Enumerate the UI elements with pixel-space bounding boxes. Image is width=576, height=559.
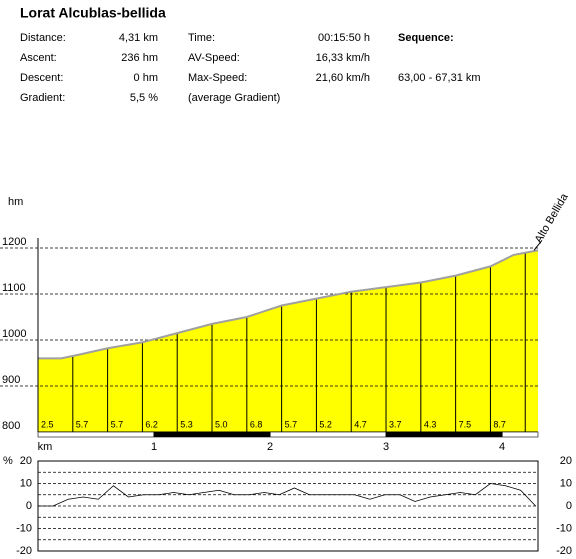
info-text: 5,5 % [130, 92, 158, 104]
title: Lorat Alcublas-bellida [20, 5, 166, 21]
info-text: (average Gradient) [188, 92, 280, 104]
peak-label: Alto Bellida [533, 191, 571, 245]
y-tick-label: 1200 [2, 236, 26, 248]
km-bar-black [386, 432, 503, 437]
segment-label: 5.7 [76, 419, 89, 429]
y-tick-label-right: 0 [566, 500, 572, 512]
info-text: Ascent: [20, 52, 57, 64]
peak-marker [533, 239, 543, 251]
y-tick-label-right: -20 [556, 545, 572, 557]
segment-label: 8.7 [493, 419, 506, 429]
segment-label: 7.5 [459, 419, 472, 429]
x-tick-label: 3 [383, 441, 389, 453]
x-tick-label: 2 [267, 441, 273, 453]
y-tick-label: 1100 [2, 282, 26, 294]
segment-label: 5.7 [285, 419, 298, 429]
info-text: AV-Speed: [188, 52, 240, 64]
elevation-area [38, 250, 538, 432]
y-tick-label: 20 [20, 455, 32, 467]
y-tick-label: 10 [20, 477, 32, 489]
segment-label: 6.2 [145, 419, 158, 429]
gradient-line [38, 483, 536, 507]
y-tick-label: 1000 [2, 328, 26, 340]
segment-label: 2.5 [41, 419, 54, 429]
y-tick-label: 0 [26, 500, 32, 512]
segment-label: 5.7 [111, 419, 124, 429]
y-tick-label-right: -10 [556, 522, 572, 534]
y-tick-label: 900 [2, 374, 20, 386]
segment-label: 6.8 [250, 419, 263, 429]
segment-label: 5.2 [319, 419, 332, 429]
y-tick-label: -20 [16, 545, 32, 557]
segment-label: 4.7 [354, 419, 367, 429]
info-text: 236 hm [121, 52, 158, 64]
info-text: Descent: [20, 72, 63, 84]
y-axis-label: hm [8, 196, 23, 208]
elevation-line [38, 249, 539, 360]
km-bar [37, 431, 539, 438]
segment-label: 5.3 [180, 419, 193, 429]
info-text: Gradient: [20, 92, 65, 104]
x-tick-label: 4 [499, 441, 505, 453]
y-tick-label: 800 [2, 420, 20, 432]
y-tick-label-right: 20 [560, 455, 572, 467]
y-axis-label: % [3, 455, 13, 467]
info-text: Time: [188, 32, 215, 44]
info-text: 21,60 km/h [316, 72, 370, 84]
info-text: 63,00 - 67,31 km [398, 72, 481, 84]
info-text: 4,31 km [119, 32, 158, 44]
y-tick-label: -10 [16, 522, 32, 534]
info-text: 0 hm [134, 72, 158, 84]
info-text: Sequence: [398, 32, 454, 44]
segment-label: 5.0 [215, 419, 228, 429]
info-text: Distance: [20, 32, 66, 44]
info-text: 00:15:50 h [318, 32, 370, 44]
info-text: Max-Speed: [188, 72, 247, 84]
segment-label: 4.3 [424, 419, 437, 429]
info-text: 16,33 km/h [316, 52, 370, 64]
y-tick-label-right: 10 [560, 477, 572, 489]
segment-label: 3.7 [389, 419, 402, 429]
x-tick-label: 1 [151, 441, 157, 453]
x-axis-label: km [38, 441, 53, 453]
km-bar-black [154, 432, 271, 437]
